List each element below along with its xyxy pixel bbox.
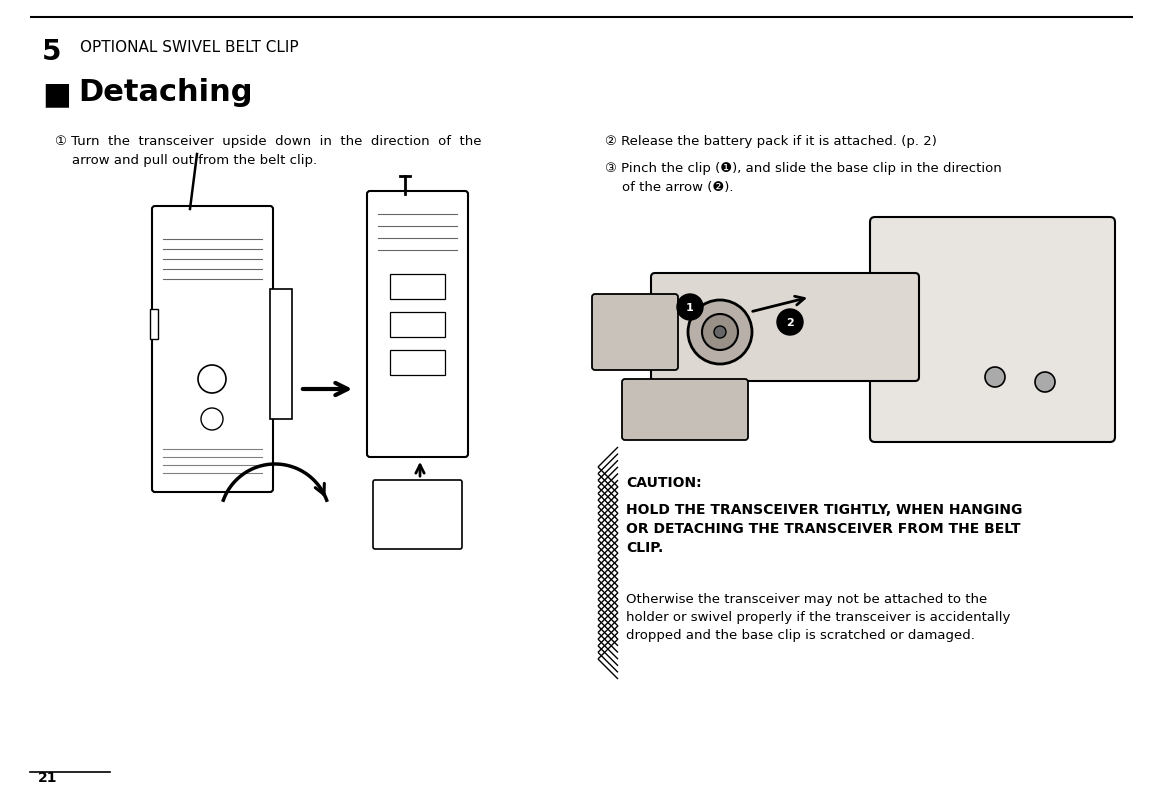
Circle shape bbox=[985, 367, 1005, 387]
Text: ■: ■ bbox=[42, 80, 71, 109]
Text: ① Turn  the  transceiver  upside  down  in  the  direction  of  the
    arrow an: ① Turn the transceiver upside down in th… bbox=[55, 135, 481, 167]
Text: ③ Pinch the clip (❶), and slide the base clip in the direction
    of the arrow : ③ Pinch the clip (❶), and slide the base… bbox=[605, 162, 1001, 194]
Text: 2: 2 bbox=[786, 318, 794, 327]
Circle shape bbox=[777, 310, 802, 335]
FancyBboxPatch shape bbox=[368, 192, 468, 457]
FancyBboxPatch shape bbox=[592, 294, 678, 371]
Bar bbox=[390, 313, 445, 338]
Circle shape bbox=[201, 408, 223, 431]
Text: CAUTION:: CAUTION: bbox=[626, 476, 701, 489]
Text: 5: 5 bbox=[42, 38, 62, 66]
FancyBboxPatch shape bbox=[373, 480, 462, 549]
Text: Otherwise the transceiver may not be attached to the
holder or swivel properly i: Otherwise the transceiver may not be att… bbox=[626, 592, 1011, 642]
Text: Detaching: Detaching bbox=[78, 78, 252, 107]
Text: ② Release the battery pack if it is attached. (p. 2): ② Release the battery pack if it is atta… bbox=[605, 135, 937, 148]
Text: 21: 21 bbox=[38, 770, 57, 784]
Circle shape bbox=[714, 326, 726, 338]
Text: 1: 1 bbox=[686, 302, 694, 313]
Circle shape bbox=[702, 314, 739, 350]
Text: HOLD THE TRANSCEIVER TIGHTLY, WHEN HANGING
OR DETACHING THE TRANSCEIVER FROM THE: HOLD THE TRANSCEIVER TIGHTLY, WHEN HANGI… bbox=[626, 502, 1022, 554]
Circle shape bbox=[677, 294, 702, 321]
FancyBboxPatch shape bbox=[152, 207, 273, 492]
FancyBboxPatch shape bbox=[870, 217, 1115, 443]
Circle shape bbox=[1035, 373, 1055, 392]
FancyBboxPatch shape bbox=[651, 273, 919, 382]
FancyBboxPatch shape bbox=[622, 379, 748, 440]
Circle shape bbox=[198, 366, 226, 394]
Bar bbox=[390, 274, 445, 300]
Bar bbox=[390, 350, 445, 375]
Bar bbox=[150, 310, 158, 339]
Circle shape bbox=[688, 301, 752, 365]
Text: OPTIONAL SWIVEL BELT CLIP: OPTIONAL SWIVEL BELT CLIP bbox=[80, 40, 299, 55]
Bar bbox=[270, 290, 292, 419]
